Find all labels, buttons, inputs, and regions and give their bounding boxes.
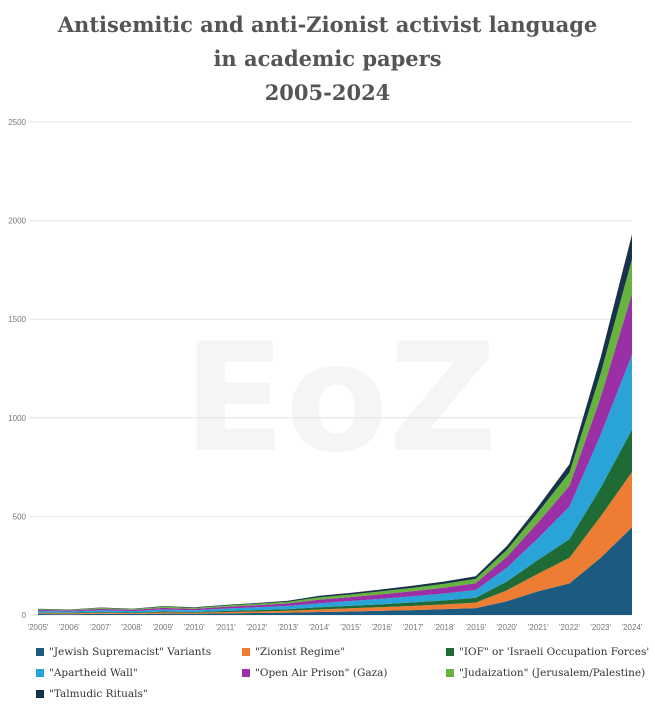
- legend-item-5: "Open Air Prison" (Gaza): [242, 667, 388, 679]
- legend-swatch: [242, 669, 250, 677]
- area-series-1: [38, 527, 632, 615]
- legend-swatch: [446, 669, 454, 677]
- y-tick-label: 500: [13, 512, 27, 521]
- x-tick-label: '2006': [59, 623, 80, 632]
- legend-swatch: [36, 669, 44, 677]
- title-line-1: Antisemitic and anti-Zionist activist la…: [57, 12, 598, 37]
- legend-item-3: "IOF" or 'Israeli Occupation Forces': [446, 646, 649, 658]
- y-tick-label: 1500: [8, 315, 26, 324]
- watermark-text: EoZ: [183, 312, 497, 486]
- legend-label: "Zionist Regime": [255, 646, 346, 658]
- legend-swatch: [36, 648, 44, 656]
- title-line-3: 2005-2024: [264, 80, 391, 105]
- area-series-group: [38, 234, 632, 615]
- chart-title: Antisemitic and anti-Zionist activist la…: [0, 8, 655, 110]
- legend-label: "Open Air Prison" (Gaza): [255, 667, 388, 679]
- y-tick-label: 1000: [8, 414, 26, 423]
- legend-item-4: "Apartheid Wall": [36, 667, 138, 679]
- x-tick-label: '2008': [121, 623, 142, 632]
- x-tick-label: '2018': [434, 623, 455, 632]
- x-tick-label: '2015': [340, 623, 361, 632]
- legend-item-2: "Zionist Regime": [242, 646, 345, 658]
- legend-swatch: [242, 648, 250, 656]
- legend-item-6: "Judaization" (Jerusalem/Palestine): [446, 667, 645, 679]
- x-tick-label: '2013': [278, 623, 299, 632]
- x-tick-label: '2010': [184, 623, 205, 632]
- legend-label: "Jewish Supremacist" Variants: [49, 646, 212, 658]
- legend-swatch: [36, 690, 44, 698]
- x-tick-label: '2019': [465, 623, 486, 632]
- y-tick-label: 2000: [8, 217, 26, 226]
- x-tick-label: '2024': [622, 623, 643, 632]
- y-axis-ticks: 0 500 1000 1500 2000 2500: [8, 118, 26, 620]
- legend-item-1: "Jewish Supremacist" Variants: [36, 646, 211, 658]
- y-tick-label: 2500: [8, 118, 26, 127]
- legend-label: "IOF" or 'Israeli Occupation Forces': [459, 646, 650, 658]
- x-tick-label: '2011': [215, 623, 236, 632]
- legend-label: "Talmudic Rituals": [49, 688, 148, 700]
- legend-label: "Apartheid Wall": [49, 667, 138, 679]
- x-tick-label: '2021': [528, 623, 549, 632]
- x-tick-label: '2017': [403, 623, 424, 632]
- x-tick-label: '2023': [590, 623, 611, 632]
- x-tick-label: '2020': [497, 623, 518, 632]
- x-tick-label: '2022': [559, 623, 580, 632]
- x-tick-label: '2014': [309, 623, 330, 632]
- x-tick-label: '2005': [28, 623, 49, 632]
- title-line-2: in academic papers: [213, 46, 442, 71]
- x-axis-ticks: '2005' '2006' '2007' '2008' '2009' '2010' '201…: [28, 623, 643, 632]
- x-tick-label: '2009': [153, 623, 174, 632]
- legend-swatch: [446, 648, 454, 656]
- x-tick-label: '2012': [246, 623, 267, 632]
- x-tick-label: '2016': [371, 623, 392, 632]
- legend-label: "Judaization" (Jerusalem/Palestine): [459, 667, 646, 679]
- legend-item-7: "Talmudic Rituals": [36, 688, 148, 700]
- y-tick-label: 0: [22, 611, 27, 620]
- x-tick-label: '2007': [90, 623, 111, 632]
